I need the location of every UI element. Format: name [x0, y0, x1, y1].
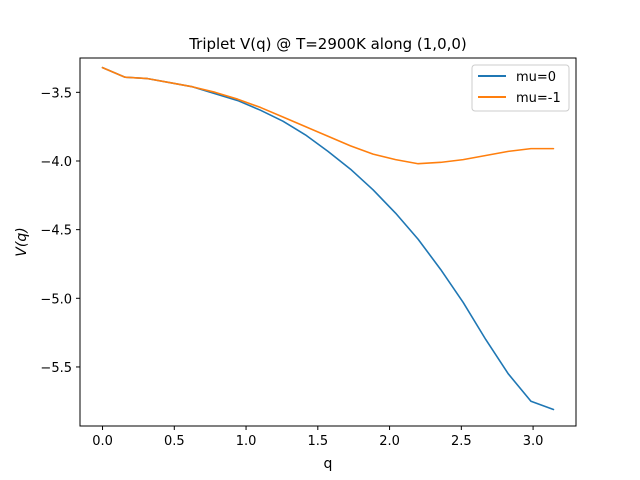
legend-label-mu-1: mu=-1	[516, 91, 561, 106]
x-tick-label-0: 0.0	[92, 434, 113, 449]
chart-title: Triplet V(q) @ T=2900K along (1,0,0)	[188, 35, 467, 53]
x-tick-label-6: 3.0	[523, 434, 544, 449]
series-line-1	[101, 66, 555, 165]
axes-frame	[79, 57, 577, 427]
x-tick-label-3: 1.5	[307, 434, 328, 449]
plot-area	[79, 57, 577, 427]
y-tick-label-1: −4.0	[40, 155, 72, 170]
x-axis-label: q	[324, 456, 333, 472]
series-group	[101, 66, 555, 411]
x-tick-label-5: 2.5	[451, 434, 472, 449]
y-axis-label: V(q)	[14, 227, 30, 256]
y-tick-label-2: −4.5	[40, 224, 72, 239]
legend: mu=0 mu=-1	[471, 64, 570, 112]
y-axis-ticks: −3.5 −4.0 −4.5 −5.0 −5.5	[40, 86, 80, 376]
x-tick-label-1: 0.5	[164, 434, 185, 449]
x-tick-label-4: 2.0	[379, 434, 400, 449]
x-axis-ticks: 0.0 0.5 1.0 1.5 2.0 2.5 3.0	[92, 426, 543, 449]
y-tick-label-0: −3.5	[40, 86, 72, 101]
y-tick-label-4: −5.5	[40, 361, 72, 376]
x-tick-label-2: 1.0	[236, 434, 257, 449]
y-tick-label-3: −5.0	[40, 292, 72, 307]
legend-label-mu0: mu=0	[516, 70, 556, 85]
